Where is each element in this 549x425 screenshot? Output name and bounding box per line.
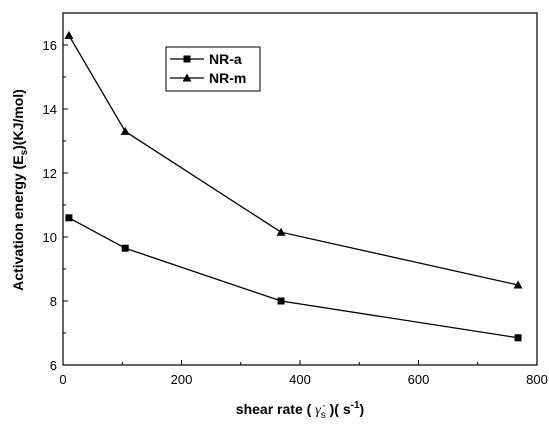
- data-point-nr-m: [513, 280, 523, 289]
- legend-label-nr-m: NR-m: [209, 70, 246, 86]
- x-axis-unit-superscript: -1: [351, 400, 360, 411]
- x-tick-label: 800: [526, 372, 548, 387]
- x-axis-unit: s: [343, 401, 351, 417]
- data-point-nr-m: [120, 126, 130, 135]
- x-tick-label: 400: [289, 372, 311, 387]
- y-axis-unit: (KJ/mol): [10, 89, 26, 145]
- y-tick-label: 8: [50, 294, 57, 309]
- y-axis-label: Activation energy: [10, 173, 26, 291]
- series-line-nr-m: [68, 35, 519, 286]
- x-tick-label: 200: [171, 372, 193, 387]
- y-tick-label: 6: [50, 358, 57, 373]
- y-tick-label: 14: [43, 102, 57, 117]
- x-axis-label: shear rate: [236, 401, 303, 417]
- y-tick-label: 10: [43, 230, 57, 245]
- data-point-nr-a: [514, 334, 522, 342]
- legend-marker-nr-m: [182, 73, 192, 82]
- legend: NR-a NR-m: [165, 46, 261, 92]
- y-tick-label: 16: [43, 38, 57, 53]
- x-axis-symbol: γ̇: [315, 403, 325, 418]
- legend-box: [165, 46, 261, 92]
- y-tick-label: 12: [43, 166, 57, 181]
- legend-label-nr-a: NR-a: [209, 51, 242, 67]
- x-axis-title: shear rate ( γ̇s )( s-1): [236, 400, 364, 421]
- legend-marker-nr-a: [183, 55, 191, 63]
- data-point-nr-a: [65, 214, 73, 222]
- x-tick-label: 0: [59, 372, 66, 387]
- x-axis-symbol-subscript: s: [321, 410, 326, 421]
- y-axis-title: Activation energy (Es)(KJ/mol): [10, 89, 30, 291]
- y-axis-symbol: E: [10, 155, 26, 164]
- data-point-nr-a: [121, 244, 129, 252]
- data-point-nr-a: [277, 297, 285, 305]
- series-layer: [64, 30, 523, 342]
- plot-frame: [62, 12, 538, 366]
- data-point-nr-m: [276, 227, 286, 236]
- axis-ticks: 0 200 400 600 800 6 8 10 12 14 16: [43, 38, 548, 387]
- series-line-nr-a: [68, 217, 519, 339]
- data-point-nr-m: [64, 30, 74, 39]
- x-tick-label: 600: [408, 372, 430, 387]
- y-axis-symbol-subscript: s: [19, 149, 30, 155]
